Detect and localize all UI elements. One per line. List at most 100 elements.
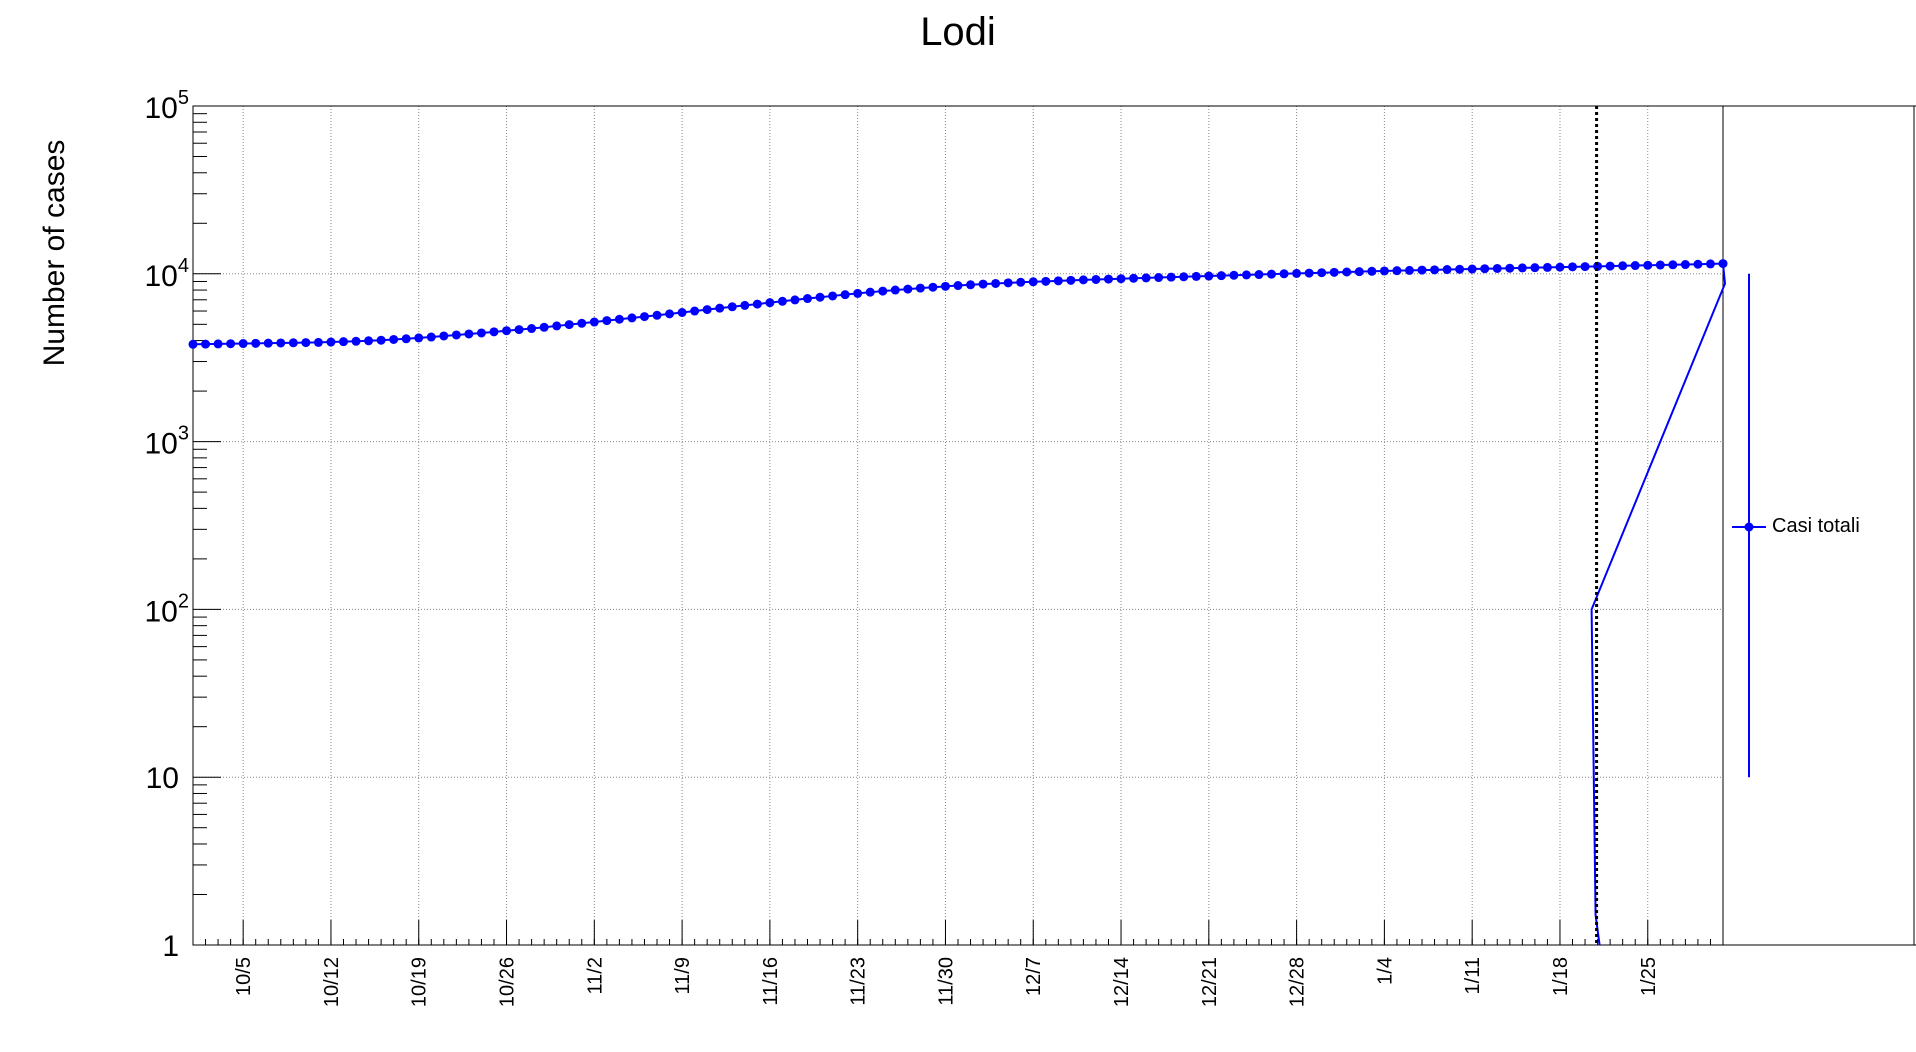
data-point — [1078, 275, 1088, 285]
data-point — [1693, 259, 1703, 269]
x-tick-label: 1/25 — [1638, 957, 1660, 996]
data-point — [1680, 260, 1690, 270]
data-point — [389, 334, 399, 344]
data-point — [1154, 273, 1164, 283]
data-point — [803, 294, 813, 304]
data-point — [1091, 274, 1101, 284]
legend-label-casi-totali: Casi totali — [1772, 515, 1860, 537]
data-point — [539, 322, 549, 332]
data-point — [1455, 264, 1465, 274]
data-point — [1580, 262, 1590, 272]
data-point — [188, 339, 198, 349]
data-point — [401, 334, 411, 344]
data-point — [1517, 263, 1527, 273]
data-point — [828, 291, 838, 301]
data-point — [903, 284, 913, 294]
data-point — [1467, 264, 1477, 274]
data-point — [1530, 263, 1540, 273]
data-point — [627, 313, 637, 323]
data-point — [1216, 271, 1226, 281]
x-tick-label: 11/16 — [760, 957, 782, 1006]
data-point — [740, 300, 750, 310]
data-point — [213, 339, 223, 349]
data-point — [1354, 267, 1364, 277]
data-point — [1605, 261, 1615, 271]
data-point — [1505, 263, 1515, 273]
data-point — [690, 306, 700, 316]
data-point — [1668, 260, 1678, 270]
data-point — [1630, 261, 1640, 271]
data-point — [1480, 264, 1490, 274]
data-point — [1643, 260, 1653, 270]
data-point — [313, 337, 323, 347]
data-point — [552, 321, 562, 331]
data-point — [1191, 271, 1201, 281]
data-point — [376, 335, 386, 345]
data-point — [1229, 270, 1239, 280]
data-point — [263, 338, 273, 348]
data-point — [1430, 265, 1440, 275]
data-point — [1442, 265, 1452, 275]
plot-frame — [192, 105, 1724, 946]
data-point — [288, 338, 298, 348]
data-point — [978, 279, 988, 289]
x-tick-label: 10/19 — [409, 957, 431, 1007]
x-tick-label: 12/28 — [1287, 957, 1309, 1007]
data-point — [853, 288, 863, 298]
data-point — [1655, 260, 1665, 270]
data-point — [1028, 277, 1038, 287]
y-tick-label: 103 — [145, 423, 190, 461]
data-point — [514, 325, 524, 335]
x-tick-label: 1/18 — [1550, 957, 1572, 996]
x-tick-label: 12/7 — [1023, 957, 1045, 996]
data-point — [439, 331, 449, 341]
y-tick-label: 10 — [146, 762, 179, 795]
data-point — [1304, 268, 1314, 278]
data-point — [752, 299, 762, 309]
data-point — [1204, 271, 1214, 281]
data-point — [1254, 270, 1264, 280]
data-point — [840, 290, 850, 300]
y-tick-label: 105 — [145, 87, 190, 125]
data-point — [1066, 275, 1076, 285]
y-tick-label: 1 — [162, 930, 179, 963]
data-point — [652, 310, 662, 320]
data-point — [1041, 276, 1051, 286]
data-point — [1392, 266, 1402, 276]
data-point — [614, 314, 624, 324]
data-point — [589, 317, 599, 327]
data-point — [226, 339, 236, 349]
data-point — [665, 309, 675, 319]
data-point — [502, 326, 512, 336]
data-point — [953, 281, 963, 291]
data-point — [878, 286, 888, 296]
data-point — [326, 337, 336, 347]
data-point — [451, 330, 461, 340]
data-point — [639, 312, 649, 322]
data-point — [301, 338, 311, 348]
y-tick-label: 102 — [145, 590, 190, 628]
data-point — [815, 292, 825, 302]
x-tick-label: 10/5 — [233, 957, 255, 996]
series-line-casi-totali — [192, 262, 1727, 946]
data-point — [966, 280, 976, 290]
x-tick-label: 11/23 — [848, 957, 870, 1006]
data-point — [1016, 277, 1026, 287]
data-point — [1267, 269, 1277, 279]
data-point — [577, 318, 587, 328]
data-point — [1568, 262, 1578, 272]
data-point — [865, 287, 875, 297]
data-point — [338, 337, 348, 347]
data-point — [1053, 276, 1063, 286]
data-point — [1166, 272, 1176, 282]
data-point — [715, 303, 725, 313]
x-tick-label: 12/14 — [1111, 957, 1133, 1007]
data-point — [702, 305, 712, 315]
data-point — [940, 281, 950, 291]
data-point — [489, 327, 499, 337]
x-tick-label: 11/9 — [672, 957, 694, 994]
data-point — [1179, 272, 1189, 282]
data-point — [1279, 269, 1289, 279]
data-point — [1417, 265, 1427, 275]
data-point — [790, 295, 800, 305]
